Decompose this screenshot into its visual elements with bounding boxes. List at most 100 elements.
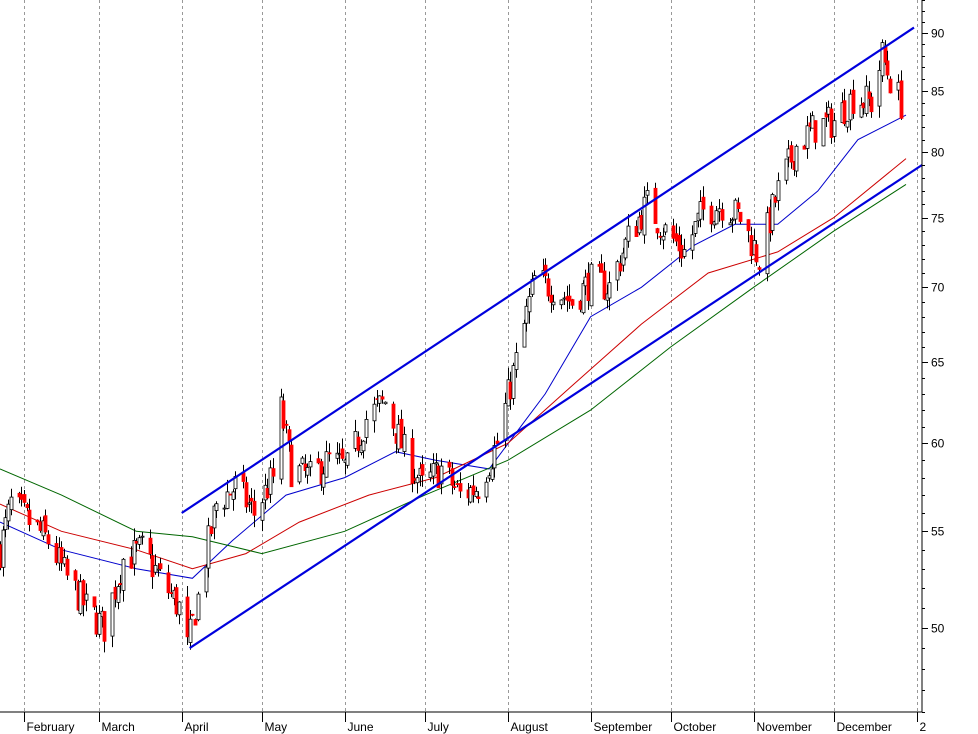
candle-body-up — [607, 282, 612, 299]
candle-body-up — [784, 158, 789, 181]
candle-body-down — [899, 80, 904, 119]
candle-body-up — [714, 210, 719, 225]
candle-body-down — [113, 586, 118, 600]
candle-body-up — [698, 201, 703, 220]
candle-body-down — [655, 228, 660, 234]
trend-channel — [181, 26, 923, 650]
y-tick-label: 60 — [931, 437, 945, 451]
candle-body-down — [391, 403, 396, 429]
y-axis-ticks: 50 55 60 65 70 75 80 85 90 — [922, 0, 945, 713]
candle-body-down — [455, 483, 460, 486]
candle-body-up — [222, 507, 227, 510]
candle-body-up — [372, 403, 377, 422]
candle-body-up — [137, 537, 142, 545]
candle-body-up — [765, 212, 770, 275]
candle-body-down — [599, 263, 604, 273]
candle-body-up — [794, 145, 799, 172]
y-tick-label: 80 — [931, 146, 945, 160]
candle-body-down — [244, 482, 249, 508]
candle-body-up — [177, 601, 182, 616]
candle-body-down — [25, 504, 30, 509]
candle-body-down — [410, 437, 415, 484]
candle-body-down — [754, 244, 759, 263]
candle-body-up — [690, 234, 695, 251]
candle-body-up — [503, 402, 508, 442]
candle-body-up — [805, 125, 810, 149]
candle-body-down — [720, 209, 725, 221]
candle-body-up — [434, 462, 439, 465]
candle-body-down — [35, 519, 40, 523]
candle-body-down — [567, 295, 572, 302]
candle-body-down — [653, 187, 658, 225]
candle-body-down — [289, 444, 294, 488]
candle-body-up — [383, 401, 388, 405]
candle-body-down — [578, 300, 583, 310]
candle-body-up — [661, 235, 666, 241]
candle-body-down — [281, 400, 286, 429]
candle-body-down — [508, 381, 513, 400]
candle-body-down — [671, 225, 676, 239]
candle-body-down — [412, 478, 417, 481]
candle-body-down — [447, 461, 452, 468]
candle-body-up — [484, 481, 489, 498]
candle-body-down — [129, 556, 134, 569]
candle-body-up — [260, 502, 265, 521]
candle-body-up — [770, 194, 775, 231]
candle-body-up — [522, 322, 527, 348]
candle-body-down — [813, 120, 818, 143]
candle-body-up — [402, 433, 407, 452]
candle-body-down — [738, 211, 743, 222]
candle-body-down — [674, 233, 679, 242]
candle-body-down — [789, 145, 794, 163]
candle-body-down — [736, 202, 741, 210]
candle-body-down — [861, 102, 866, 109]
candle-body-down — [265, 487, 270, 499]
candle-body-up — [642, 196, 647, 236]
candle-body-down — [586, 272, 591, 302]
candle-body-down — [252, 500, 257, 516]
candle-body-down — [174, 587, 179, 615]
candle-body-down — [495, 440, 500, 445]
candle-body-up — [204, 566, 209, 593]
candle-body-up — [583, 276, 588, 287]
candle-body-up — [116, 586, 121, 603]
candle-body-up — [717, 208, 722, 213]
candle-body-down — [639, 214, 644, 230]
candle-body-up — [188, 618, 193, 643]
candle-body-up — [297, 465, 302, 483]
candle-body-down — [158, 563, 163, 570]
vertical-gridlines — [24, 0, 918, 712]
candle-body-up — [730, 219, 735, 222]
candle-body-down — [842, 100, 847, 125]
candle-body-down — [166, 572, 171, 594]
candle-body-down — [618, 263, 623, 272]
x-tick-label: 2 — [920, 720, 927, 734]
candle-body-up — [353, 430, 358, 449]
ma_short-line — [0, 114, 907, 579]
channel_upper-line — [181, 26, 915, 514]
candle-body-up — [132, 540, 137, 565]
y-tick-label: 50 — [931, 622, 945, 636]
candle-body-down — [869, 96, 874, 113]
candle-body-down — [570, 299, 575, 306]
candle-body-down — [134, 541, 139, 544]
candle-body-down — [476, 496, 481, 499]
candle-body-up — [300, 457, 305, 464]
candle-body-down — [148, 537, 153, 555]
candle-body-up — [623, 238, 628, 259]
candle-body-down — [634, 225, 639, 237]
candle-body-up — [9, 496, 14, 511]
candle-body-down — [27, 509, 32, 526]
candle-body-up — [663, 224, 668, 233]
candle-body-down — [701, 196, 706, 210]
candle-body-up — [84, 593, 89, 601]
candle-body-up — [562, 297, 567, 300]
candle-body-down — [316, 458, 321, 464]
candle-body-down — [284, 423, 289, 426]
candle-body-up — [324, 451, 329, 478]
candle-body-down — [399, 418, 404, 449]
x-tick-label: April — [185, 720, 209, 734]
x-tick-label: June — [348, 720, 374, 734]
candle-body-up — [786, 148, 791, 158]
candle-body-down — [65, 558, 70, 576]
